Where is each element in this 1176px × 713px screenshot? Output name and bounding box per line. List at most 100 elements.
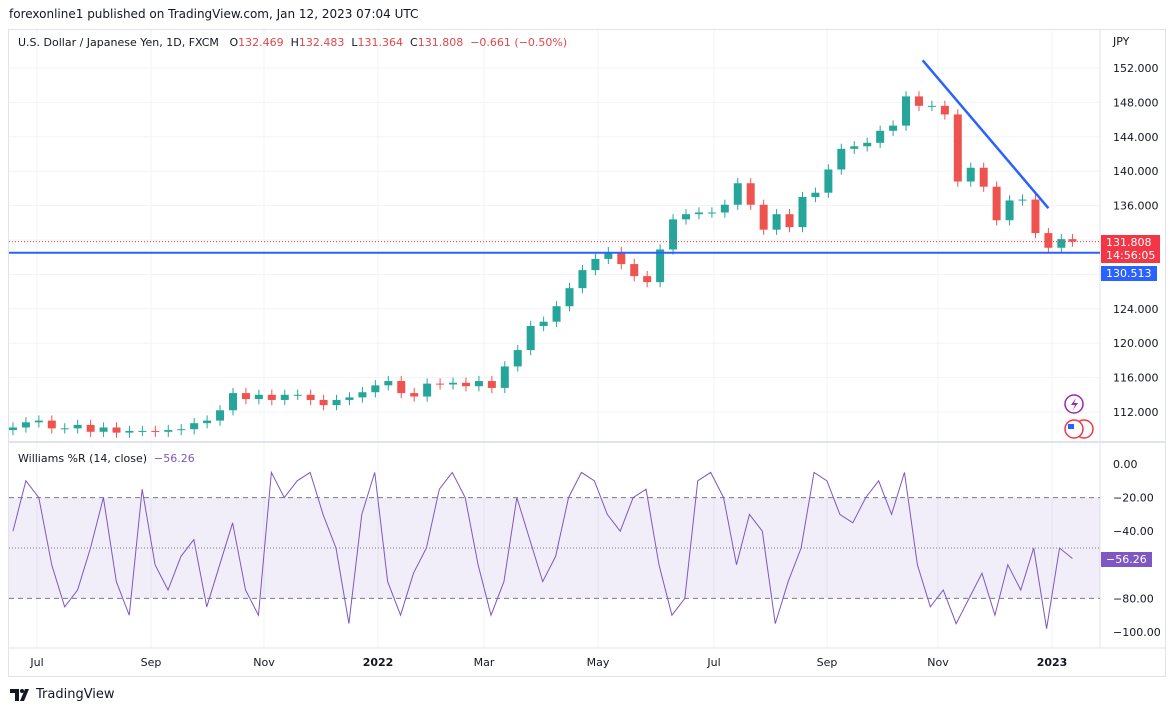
- price-tick: 140.000: [1113, 165, 1159, 178]
- candle-body: [500, 366, 509, 388]
- candle-body: [410, 393, 419, 397]
- candle-body: [681, 214, 690, 220]
- candle-body: [876, 130, 885, 143]
- candle-body: [47, 420, 56, 429]
- candle-body: [630, 264, 639, 277]
- candle-body: [461, 382, 470, 387]
- williams-line: [12, 470, 1073, 629]
- lightning-icon: [1071, 398, 1078, 410]
- williams-tick: 0.00: [1113, 458, 1138, 471]
- candle-body: [1005, 200, 1014, 221]
- time-tick: Sep: [141, 656, 162, 669]
- time-tick: Nov: [253, 656, 275, 669]
- candle-body: [190, 423, 199, 430]
- price-tick: 124.000: [1113, 303, 1159, 316]
- candle-body: [151, 430, 160, 432]
- williams-value: −56.26: [154, 452, 195, 465]
- price-tick: 116.000: [1113, 372, 1159, 385]
- candle-body: [1057, 239, 1066, 248]
- close-value: 131.808: [417, 36, 464, 49]
- low-label: L: [351, 36, 358, 49]
- candle-body: [1018, 199, 1027, 201]
- candle-body: [526, 326, 535, 351]
- published-caption: forexonline1 published on TradingView.co…: [9, 7, 419, 21]
- candle-body: [992, 186, 1001, 221]
- candle-body: [785, 214, 794, 228]
- candle-body: [850, 146, 859, 149]
- price-tick: 112.000: [1113, 406, 1159, 419]
- time-tick: Nov: [927, 656, 949, 669]
- time-tick: Mar: [474, 656, 495, 669]
- tradingview-logo: TradingView: [10, 687, 115, 702]
- low-value: 131.364: [357, 36, 404, 49]
- candle-body: [73, 424, 82, 429]
- williams-tick: −40.00: [1113, 525, 1154, 538]
- candle-body: [953, 114, 962, 182]
- brand-name: TradingView: [36, 687, 115, 702]
- symbol-title: U.S. Dollar / Japanese Yen, 1D, FXCM: [18, 36, 219, 49]
- williams-title: Williams %R (14, close): [18, 452, 148, 465]
- candle-body: [358, 392, 367, 398]
- line-price-tag: 130.513: [1101, 266, 1157, 281]
- candle-body: [1068, 239, 1077, 242]
- candle-body: [332, 399, 341, 406]
- candle-body: [125, 430, 134, 433]
- candle-body: [241, 393, 250, 400]
- trend-line: [921, 59, 1050, 209]
- candle-body: [746, 183, 755, 205]
- candle-body: [656, 249, 665, 283]
- price-tick: 144.000: [1113, 131, 1159, 144]
- price-tick: 148.000: [1113, 96, 1159, 109]
- change-value: −0.661 (−0.50%): [470, 36, 568, 49]
- candle-body: [99, 427, 108, 432]
- candle-body: [940, 105, 949, 115]
- high-value: 132.483: [298, 36, 345, 49]
- candle-body: [293, 394, 302, 396]
- candle-body: [811, 192, 820, 197]
- candle-body: [578, 270, 587, 289]
- open-label: O: [229, 36, 239, 49]
- williams-tick: −20.00: [1113, 492, 1154, 505]
- candle-body: [254, 394, 263, 400]
- candle-body: [280, 394, 289, 400]
- candle-body: [798, 197, 807, 228]
- price-tick: 120.000: [1113, 337, 1159, 350]
- time-tick: Jul: [29, 656, 43, 669]
- candle-body: [707, 212, 716, 214]
- currency-label: JPY: [1112, 35, 1130, 48]
- candle-body: [513, 350, 522, 367]
- candle-body: [216, 410, 225, 421]
- close-label: C: [410, 36, 418, 49]
- williams-legend: Williams %R (14, close) −56.26: [18, 452, 195, 465]
- candle-body: [267, 394, 276, 400]
- time-tick: Sep: [817, 656, 838, 669]
- candle-body: [423, 383, 432, 397]
- candle-body: [902, 96, 911, 126]
- candle-body: [889, 125, 898, 131]
- candle-body: [449, 382, 458, 385]
- candle-body: [643, 276, 652, 283]
- price-tick: 152.000: [1113, 62, 1159, 75]
- candle-body: [720, 204, 729, 213]
- candle-body: [436, 383, 445, 385]
- bar-countdown: 14:56:05: [1106, 249, 1156, 262]
- candle-body: [487, 381, 496, 388]
- candle-body: [863, 142, 872, 147]
- williams-tick: −80.00: [1113, 592, 1154, 605]
- time-tick: 2022: [363, 656, 394, 669]
- candle-body: [8, 427, 17, 431]
- price-tick: 136.000: [1113, 200, 1159, 213]
- candle-body: [34, 420, 43, 423]
- candle-body: [319, 399, 328, 406]
- candle-body: [604, 252, 613, 259]
- candle-body: [384, 381, 393, 386]
- last-price-tag: 131.808 14:56:05: [1101, 235, 1161, 263]
- candle-body: [591, 258, 600, 271]
- candle-body: [979, 167, 988, 187]
- candle-body: [203, 420, 212, 424]
- symbol-legend: U.S. Dollar / Japanese Yen, 1D, FXCM O13…: [18, 36, 567, 49]
- candle-body: [552, 306, 561, 322]
- candle-body: [21, 422, 30, 428]
- open-value: 132.469: [238, 36, 284, 49]
